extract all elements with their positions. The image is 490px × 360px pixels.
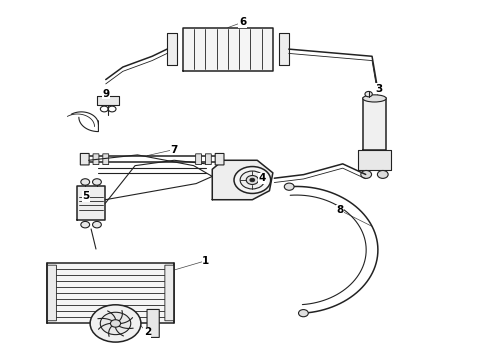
Polygon shape <box>77 186 105 220</box>
Ellipse shape <box>93 179 101 185</box>
Text: 4: 4 <box>258 173 266 183</box>
Ellipse shape <box>110 320 121 327</box>
Ellipse shape <box>100 312 131 335</box>
Ellipse shape <box>81 221 90 228</box>
Ellipse shape <box>81 179 90 185</box>
FancyBboxPatch shape <box>165 265 173 321</box>
Text: 1: 1 <box>202 256 210 266</box>
Ellipse shape <box>363 95 386 102</box>
FancyBboxPatch shape <box>103 154 109 165</box>
Polygon shape <box>358 150 391 170</box>
Polygon shape <box>363 98 386 150</box>
Ellipse shape <box>234 167 270 193</box>
Ellipse shape <box>361 171 371 179</box>
Text: 2: 2 <box>144 327 151 337</box>
FancyBboxPatch shape <box>196 154 201 165</box>
Text: 5: 5 <box>83 191 90 201</box>
Text: 7: 7 <box>171 144 178 154</box>
Ellipse shape <box>377 171 388 179</box>
FancyBboxPatch shape <box>147 310 159 337</box>
Ellipse shape <box>93 221 101 228</box>
Ellipse shape <box>250 178 255 182</box>
FancyBboxPatch shape <box>80 153 89 165</box>
Ellipse shape <box>90 305 141 342</box>
FancyBboxPatch shape <box>205 154 211 165</box>
Polygon shape <box>98 96 119 105</box>
Ellipse shape <box>246 176 258 184</box>
Polygon shape <box>279 33 289 65</box>
Polygon shape <box>212 160 273 200</box>
Text: 9: 9 <box>102 89 109 99</box>
Ellipse shape <box>298 310 308 317</box>
Text: 3: 3 <box>376 84 383 94</box>
Ellipse shape <box>284 183 294 190</box>
Ellipse shape <box>240 171 265 189</box>
Polygon shape <box>47 264 174 323</box>
FancyBboxPatch shape <box>48 265 56 321</box>
Text: 8: 8 <box>337 206 344 216</box>
Polygon shape <box>167 33 177 65</box>
Polygon shape <box>183 28 273 71</box>
Text: 6: 6 <box>239 17 246 27</box>
FancyBboxPatch shape <box>93 154 99 165</box>
Ellipse shape <box>365 91 372 97</box>
FancyBboxPatch shape <box>215 153 224 165</box>
